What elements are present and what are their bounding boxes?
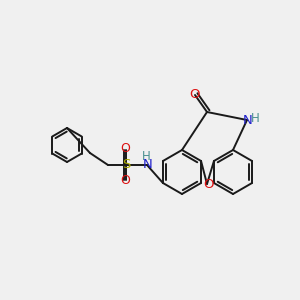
Text: H: H: [142, 149, 150, 163]
Text: S: S: [122, 158, 130, 172]
Text: N: N: [243, 113, 253, 127]
Text: O: O: [120, 142, 130, 155]
Text: O: O: [190, 88, 200, 100]
Text: O: O: [203, 178, 213, 190]
Text: O: O: [120, 175, 130, 188]
Text: H: H: [250, 112, 260, 125]
Text: N: N: [143, 158, 153, 170]
